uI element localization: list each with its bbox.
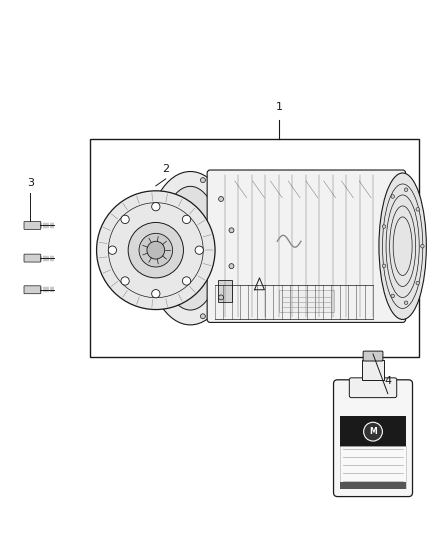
Circle shape xyxy=(139,233,173,267)
Text: 3: 3 xyxy=(27,178,34,188)
Circle shape xyxy=(121,215,129,223)
Text: 4: 4 xyxy=(384,376,392,386)
Text: 1: 1 xyxy=(276,102,283,111)
Ellipse shape xyxy=(215,176,240,320)
Bar xyxy=(362,360,384,380)
Circle shape xyxy=(416,281,420,285)
Ellipse shape xyxy=(379,173,426,319)
Bar xyxy=(340,482,406,489)
Circle shape xyxy=(152,289,160,298)
Bar xyxy=(279,290,333,311)
Ellipse shape xyxy=(160,187,221,310)
FancyBboxPatch shape xyxy=(24,286,41,294)
Bar xyxy=(340,446,406,488)
Circle shape xyxy=(416,207,420,211)
Circle shape xyxy=(121,277,129,285)
Circle shape xyxy=(382,225,386,228)
Bar xyxy=(340,416,406,447)
Circle shape xyxy=(96,191,215,310)
Circle shape xyxy=(364,422,382,441)
Circle shape xyxy=(182,215,191,223)
Circle shape xyxy=(420,245,424,248)
FancyBboxPatch shape xyxy=(333,380,413,497)
Circle shape xyxy=(229,228,234,233)
Text: M: M xyxy=(369,427,377,436)
Circle shape xyxy=(182,277,191,285)
Ellipse shape xyxy=(146,172,235,325)
Circle shape xyxy=(152,203,160,211)
Text: 2: 2 xyxy=(162,164,169,174)
Circle shape xyxy=(108,246,117,254)
Circle shape xyxy=(391,294,395,298)
Bar xyxy=(218,280,232,302)
FancyBboxPatch shape xyxy=(24,254,41,262)
FancyBboxPatch shape xyxy=(350,378,397,398)
Circle shape xyxy=(128,222,184,278)
FancyBboxPatch shape xyxy=(207,170,406,322)
Circle shape xyxy=(404,188,408,191)
Circle shape xyxy=(382,264,386,268)
Circle shape xyxy=(219,295,223,300)
Circle shape xyxy=(404,301,408,304)
Bar xyxy=(90,139,420,357)
Circle shape xyxy=(147,241,165,259)
Circle shape xyxy=(195,246,203,254)
FancyBboxPatch shape xyxy=(24,222,41,229)
Circle shape xyxy=(229,264,234,269)
Circle shape xyxy=(201,177,205,183)
Circle shape xyxy=(201,314,205,319)
Circle shape xyxy=(391,195,395,198)
FancyBboxPatch shape xyxy=(363,351,383,361)
Circle shape xyxy=(219,197,223,201)
